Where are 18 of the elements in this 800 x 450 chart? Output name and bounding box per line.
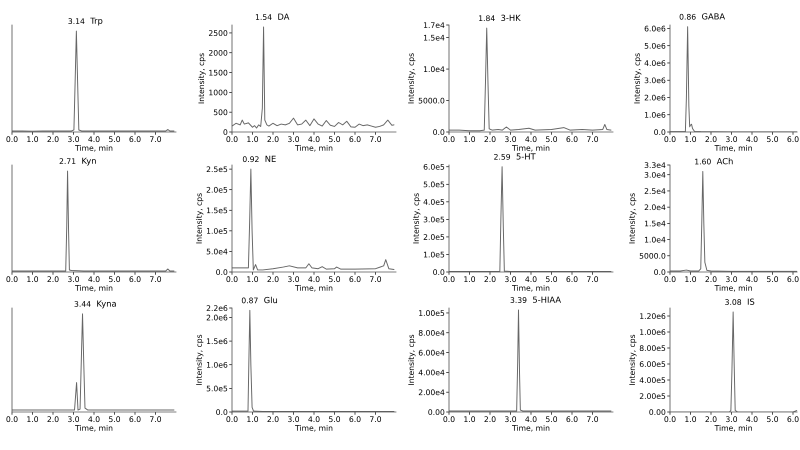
line-series: [449, 309, 612, 412]
line-series: [449, 28, 612, 132]
chart-title: 3-HK: [501, 14, 521, 21]
chart-title: IS: [748, 298, 754, 305]
line-series: [449, 166, 612, 272]
line-series: [232, 168, 394, 270]
chart-title: NE: [266, 156, 276, 162]
chart-title: 5-HIAA: [533, 296, 561, 303]
line-series: [232, 26, 394, 129]
chart-title: GABA: [702, 13, 726, 20]
chart-title: 5-HT: [516, 153, 536, 160]
line-series: [232, 310, 394, 412]
chart-title: DA: [278, 14, 290, 20]
chart-title: Kyna: [97, 300, 116, 308]
chart-title: Trp: [90, 18, 102, 26]
chart-title: Kyn: [82, 158, 96, 166]
chart-title: ACh: [716, 158, 733, 164]
chart-title: Glu: [264, 296, 278, 304]
